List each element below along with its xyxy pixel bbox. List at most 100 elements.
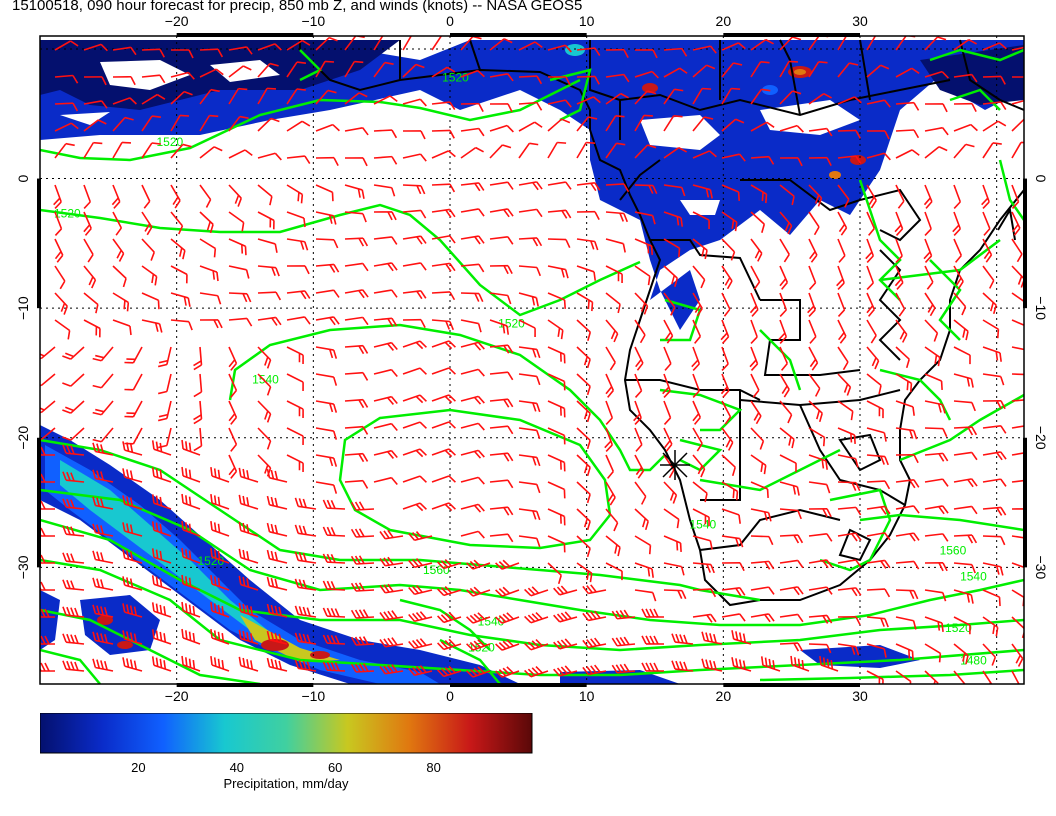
- wind-barb: [790, 655, 810, 672]
- wind-barb: [953, 400, 976, 412]
- wind-barb: [923, 238, 933, 263]
- precipitation-field: [40, 40, 1024, 684]
- wind-barb: [322, 553, 346, 564]
- frame-tick-band: [723, 683, 860, 687]
- wind-barb: [576, 265, 597, 281]
- wind-barb: [808, 643, 832, 654]
- wind-barb: [894, 211, 904, 236]
- frame-tick-band: [176, 683, 314, 687]
- wind-barb: [489, 181, 514, 190]
- wind-barb: [62, 579, 85, 591]
- wind-barb: [112, 319, 132, 336]
- colorbar-tick-label: 60: [327, 760, 343, 775]
- wind-barb: [257, 87, 277, 105]
- wind-barb: [170, 211, 184, 235]
- wind-barb: [489, 236, 514, 245]
- wind-barb: [576, 400, 591, 423]
- wind-barb: [344, 289, 369, 299]
- wind-barb: [924, 643, 942, 663]
- wind-barb: [750, 211, 766, 233]
- wind-barb: [895, 319, 908, 343]
- wind-barb: [837, 373, 852, 396]
- bottom-longitude-label: −10: [301, 688, 325, 704]
- wind-barb: [170, 265, 188, 284]
- wind-barb: [266, 522, 288, 537]
- left-latitude-label: −10: [15, 296, 31, 320]
- wind-barb: [344, 398, 369, 409]
- wind-barb: [54, 319, 71, 340]
- wind-barb: [721, 87, 741, 105]
- wind-barb: [866, 454, 889, 466]
- wind-barb: [228, 400, 238, 425]
- wind-barb: [750, 400, 762, 425]
- wind-barb: [750, 454, 767, 475]
- wind-barb: [663, 346, 672, 371]
- wind-barb: [151, 656, 172, 672]
- wind-barb: [866, 319, 877, 344]
- wind-barb: [489, 124, 514, 133]
- wind-barb: [611, 609, 636, 620]
- wind-barb: [112, 238, 125, 262]
- wind-barb: [210, 467, 230, 483]
- wind-barb: [923, 184, 933, 209]
- wind-barb: [731, 657, 752, 672]
- wind-barb: [373, 155, 398, 165]
- wind-barb: [895, 427, 918, 440]
- wind-barb: [294, 659, 317, 672]
- wind-barb: [779, 454, 797, 473]
- wind-barb: [634, 427, 643, 452]
- wind-barb: [228, 115, 249, 132]
- wind-barb: [92, 577, 114, 591]
- wind-barb: [953, 451, 978, 461]
- wind-barb: [373, 184, 396, 197]
- wind-barb: [981, 184, 990, 209]
- wind-barb: [199, 319, 223, 329]
- wind-barb: [663, 562, 685, 576]
- wind-barb: [157, 400, 172, 422]
- wind-barb: [322, 634, 346, 645]
- wind-barb: [605, 373, 615, 398]
- wind-barb: [547, 535, 566, 553]
- wind-barb: [373, 368, 398, 377]
- wind-barb: [518, 319, 536, 338]
- wind-barb: [518, 454, 541, 467]
- wind-barb: [808, 559, 833, 569]
- wind-barb: [808, 400, 823, 423]
- wind-barb: [895, 373, 913, 393]
- wind-barb: [634, 184, 658, 195]
- wind-barb: [62, 444, 85, 456]
- wind-barb: [402, 394, 427, 404]
- wind-barb: [576, 47, 601, 57]
- wind-barb: [92, 346, 114, 362]
- bottom-longitude-label: 10: [579, 688, 595, 704]
- wind-barb: [402, 421, 427, 429]
- wind-barb: [460, 341, 485, 351]
- contour-label: 1520: [54, 206, 81, 220]
- wind-barb: [953, 616, 971, 635]
- wind-barb: [576, 373, 591, 396]
- wind-barb: [692, 481, 708, 503]
- wind-barb: [92, 469, 114, 483]
- wind-barb: [1011, 45, 1024, 51]
- wind-barb: [721, 346, 729, 371]
- axis-labels: −20 −10 0 10 20 30 −20 −10 0 10 20 30 0 0 −10 −10 −20 −20…: [15, 13, 1049, 704]
- wind-barb: [582, 664, 607, 676]
- wind-barb: [402, 153, 427, 162]
- wind-barb: [54, 40, 79, 51]
- frame-tick-band: [450, 33, 587, 37]
- wind-barb: [408, 665, 433, 677]
- wind-barb: [402, 235, 427, 245]
- wind-barb: [779, 265, 789, 290]
- bottom-longitude-label: −20: [165, 688, 189, 704]
- wind-barb: [866, 211, 876, 236]
- wind-barb: [547, 508, 566, 526]
- wind-barb: [228, 454, 238, 479]
- wind-barb: [924, 616, 944, 632]
- wind-barb: [779, 292, 788, 317]
- wind-barb: [837, 129, 861, 139]
- wind-barb: [431, 36, 451, 51]
- wind-barb: [210, 494, 230, 510]
- wind-barb: [181, 520, 201, 537]
- wind-barb: [210, 602, 230, 618]
- wind-barb: [547, 454, 566, 472]
